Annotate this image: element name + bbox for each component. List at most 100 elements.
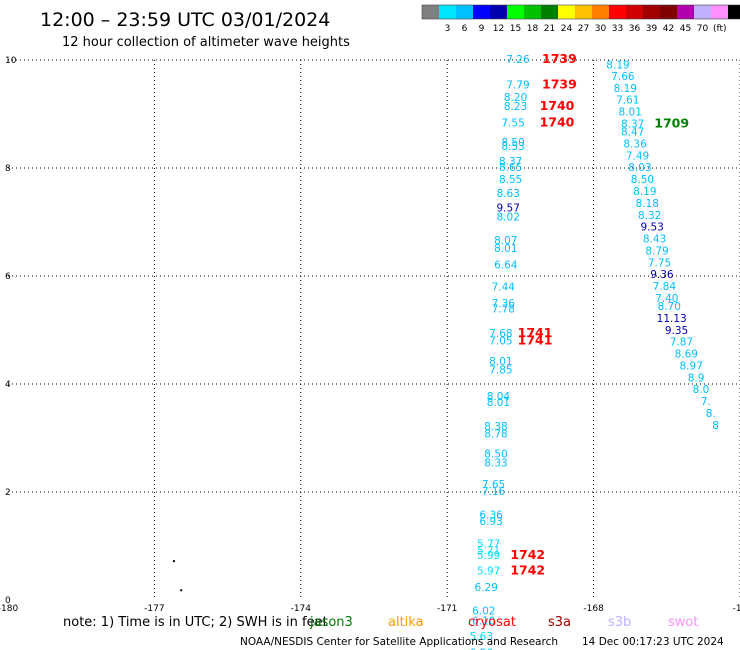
track-time-label: 1742 [510,563,545,578]
y-tick-label: 8 [5,164,11,174]
wave-height-point: 7.16 [482,486,506,498]
axis-tick-labels: -180 -177 -174 -171 -168 -16 0 2 4 6 8 10 [0,56,740,614]
y-tick-label: 10 [5,56,17,66]
wave-height-point: 6.64 [494,259,518,271]
legend-swatch [609,5,626,19]
satellite-label-cryosat: cryosat [468,615,516,630]
satellite-label-jason3: jason3 [309,615,353,630]
legend-swatch [524,5,541,19]
legend-swatch [660,5,677,19]
x-tick-label: -180 [0,604,18,614]
wave-height-point: 7.65 [482,479,505,491]
x-tick-label: -177 [144,604,164,614]
track-time-label: 1739 [542,77,577,92]
color-legend: 3 6 9 12 15 18 21 24 27 30 33 36 39 42 45 70 (ft) [421,4,740,34]
legend-swatch [694,5,711,19]
wave-height-point: 7.61 [616,95,639,107]
wave-height-point: 8. [706,408,716,420]
wave-height-point: 7.49 [626,150,649,162]
wave-height-point: 7.44 [492,282,516,294]
wave-height-point: 5.77 [477,539,500,551]
wave-height-point: 7.26 [506,54,530,66]
legend-tick-label: 70 [697,24,709,34]
wave-height-point: 8.18 [636,198,659,210]
legend-swatch [490,5,507,19]
wave-height-point: 9.35 [665,325,688,337]
wave-height-point: 8.38 [484,421,507,433]
wave-height-point: 5.97 [477,566,500,578]
track-time-label: 1740 [540,114,575,129]
wave-height-point: 8.79 [645,245,668,257]
wave-height-point: 6.93 [479,516,502,528]
wave-height-point: 8.78 [484,428,507,440]
wave-height-point: 6.10 [472,615,495,627]
satellite-label-s3b: s3b [608,615,631,630]
wave-height-point: 7.79 [506,80,529,92]
wave-height-point: 8.50 [484,448,507,460]
wave-height-point: 7.85 [489,365,512,377]
wave-height-point: 8.97 [680,360,703,372]
legend-swatch [473,5,490,19]
x-tick-label: -174 [291,604,312,614]
wave-height-point: 8.07 [494,235,517,247]
legend-swatch [541,5,558,19]
dot-marker [172,560,176,563]
wave-height-point: 7.36 [492,298,516,310]
legend-swatch [558,5,575,19]
wave-height-point: 8.37 [499,156,522,168]
legend-swatch [626,5,643,19]
legend-tick-label: 30 [595,24,607,34]
x-tick-label: -16 [733,604,740,614]
legend-swatch [439,5,456,19]
wave-height-point: 7.87 [670,337,693,349]
wave-height-point: 8.32 [638,210,661,222]
x-tick-label: -171 [437,604,457,614]
legend-swatch [592,5,609,19]
y-tick-label: 6 [5,272,11,282]
wave-height-point: 8.23 [504,101,527,113]
satellite-label-s3a: s3a [548,615,571,630]
track-time-label: 1740 [540,98,575,113]
wave-height-point: 7. [701,396,711,408]
wave-height-point: 7.40 [655,293,678,305]
wave-height-point: 7.84 [653,281,677,293]
wave-height-point: 8 [712,420,719,432]
legend-swatch [677,5,694,19]
wave-height-point: 8.19 [606,60,629,72]
wave-height-point: 7.68 [489,328,512,340]
chart-title: 12:00 – 23:59 UTC 03/01/2024 [40,9,330,31]
wave-height-point: 8.37 [621,119,644,131]
y-tick-label: 0 [5,596,11,606]
plot-area: 7.267.798.208.237.558.508.538.378.658.55… [172,51,719,650]
legend-tick-label: 15 [510,24,521,34]
wave-height-point: 8.36 [623,138,647,150]
wave-height-point: 8.53 [501,141,524,153]
satellite-label-swot: swot [668,615,698,630]
wave-height-point: 8.69 [675,349,698,361]
legend-tick-label: 21 [544,24,555,34]
wave-height-point: 8.55 [499,174,522,186]
timestamp-text: 14 Dec 00:17:23 UTC 2024 [582,636,724,648]
legend-tick-label: 42 [663,24,674,34]
dot-marker [180,589,183,592]
legend-tick-label: 18 [527,24,539,34]
legend-tick-label: 24 [561,24,573,34]
track-time-label: 1742 [510,547,545,562]
wave-height-point: 8.20 [504,92,527,104]
wave-height-point: 8.65 [499,162,522,174]
wave-height-point: 7.55 [501,117,524,129]
wave-height-point: 7.78 [492,304,515,316]
wave-height-point: 8.70 [658,301,681,313]
credit-text: NOAA/NESDIS Center for Satellite Applica… [240,636,558,648]
legend-tick-label: 45 [680,24,691,34]
wave-height-point: 8.43 [643,234,666,246]
track-time-label: 1709 [654,116,689,131]
legend-swatch [711,5,728,19]
wave-height-point: 7.75 [648,257,671,269]
chart-subtitle: 12 hour collection of altimeter wave hei… [62,35,350,50]
legend-swatch [456,5,473,19]
legend-swatch [643,5,660,19]
wave-height-point: 8.01 [487,397,510,409]
satellite-label-altika: altika [388,615,424,630]
